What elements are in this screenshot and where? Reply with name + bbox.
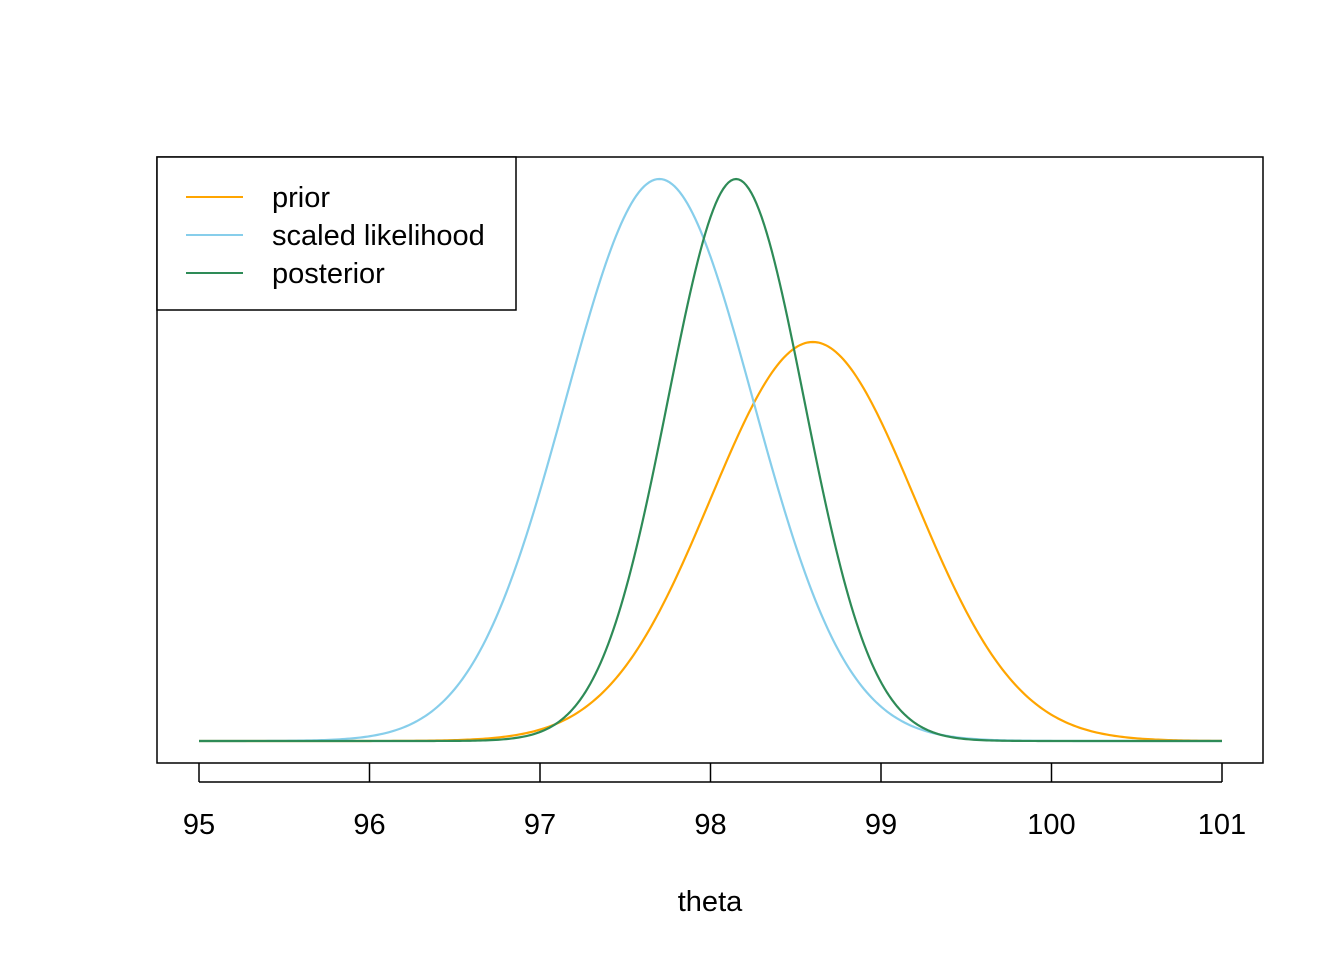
series-curves [199,177,1223,743]
legend-label-scaled-likelihood: scaled likelihood [272,220,485,252]
x-axis-label: theta [678,886,743,918]
x-tick-label: 95 [183,809,215,841]
legend-box [156,156,517,311]
x-tick-label: 101 [1198,809,1246,841]
series-line-posterior [199,177,1222,743]
legend-label-prior: prior [272,182,330,214]
x-tick-label: 96 [353,809,385,841]
series-line-prior [199,340,1223,743]
x-tick-label: 98 [694,809,726,841]
x-axis: 95 96 97 98 99 100 101 [183,763,1246,841]
x-tick-label: 99 [865,809,897,841]
x-tick-label: 97 [524,809,556,841]
x-tick-label: 100 [1027,809,1075,841]
legend-label-posterior: posterior [272,258,385,290]
legend: prior scaled likelihood posterior [156,156,517,311]
